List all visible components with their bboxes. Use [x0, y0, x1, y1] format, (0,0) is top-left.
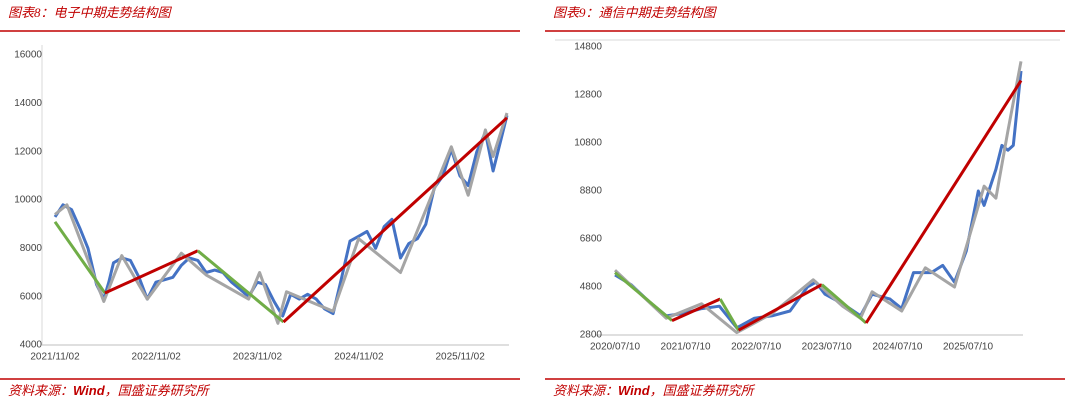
- source-rest: ，国盛证券研究所: [650, 383, 756, 398]
- series-line: [864, 79, 1023, 324]
- y-tick-label: 8800: [580, 186, 603, 197]
- x-tick-label: 2021/11/02: [30, 352, 80, 363]
- series-line: [614, 271, 673, 322]
- x-tick-label: 2023/11/02: [233, 352, 283, 363]
- series-line: [282, 116, 509, 324]
- y-tick-label: 10800: [574, 138, 602, 149]
- x-tick-label: 2020/07/10: [590, 342, 640, 353]
- x-tick-label: 2022/07/10: [731, 342, 781, 353]
- y-tick-label: 14800: [574, 42, 602, 53]
- y-tick-label: 12800: [574, 90, 602, 101]
- y-tick-label: 14000: [14, 98, 42, 109]
- y-tick-label: 16000: [14, 50, 42, 61]
- y-tick-label: 12000: [14, 146, 42, 157]
- series-line: [718, 298, 740, 331]
- y-tick-label: 4000: [20, 340, 43, 351]
- series-line: [196, 249, 285, 324]
- source: 资料来源：Wind，国盛证券研究所: [553, 383, 756, 398]
- source-rest: ，国盛证券研究所: [105, 383, 211, 398]
- source-label: 资料来源：: [8, 383, 73, 398]
- series-line: [820, 283, 868, 325]
- source: 资料来源：Wind，国盛证券研究所: [8, 383, 211, 398]
- source-name: Wind: [73, 383, 106, 398]
- chart-title: 图表9：通信中期走势结构图: [553, 5, 718, 20]
- x-tick-label: 2022/11/02: [132, 352, 182, 363]
- series-line: [737, 283, 823, 332]
- y-tick-label: 8000: [20, 243, 43, 254]
- series-line: [614, 70, 1023, 330]
- series-line: [53, 220, 107, 294]
- y-tick-label: 2800: [580, 330, 603, 341]
- series-line: [54, 112, 509, 325]
- series-line: [104, 249, 199, 295]
- y-tick-label: 10000: [14, 195, 42, 206]
- x-tick-label: 2024/07/10: [872, 342, 922, 353]
- source-name: Wind: [618, 383, 651, 398]
- chart-title: 图表8：电子中期走势结构图: [8, 5, 173, 20]
- x-tick-label: 2021/07/10: [661, 342, 711, 353]
- y-tick-label: 4800: [580, 282, 603, 293]
- x-tick-label: 2024/11/02: [334, 352, 384, 363]
- x-tick-label: 2025/11/02: [435, 352, 485, 363]
- series-line: [671, 297, 721, 322]
- series-line: [613, 61, 1023, 335]
- y-tick-label: 6000: [20, 291, 43, 302]
- x-tick-label: 2025/07/10: [943, 342, 993, 353]
- source-label: 资料来源：: [553, 383, 618, 398]
- y-tick-label: 6800: [580, 234, 603, 245]
- x-tick-label: 2023/07/10: [802, 342, 852, 353]
